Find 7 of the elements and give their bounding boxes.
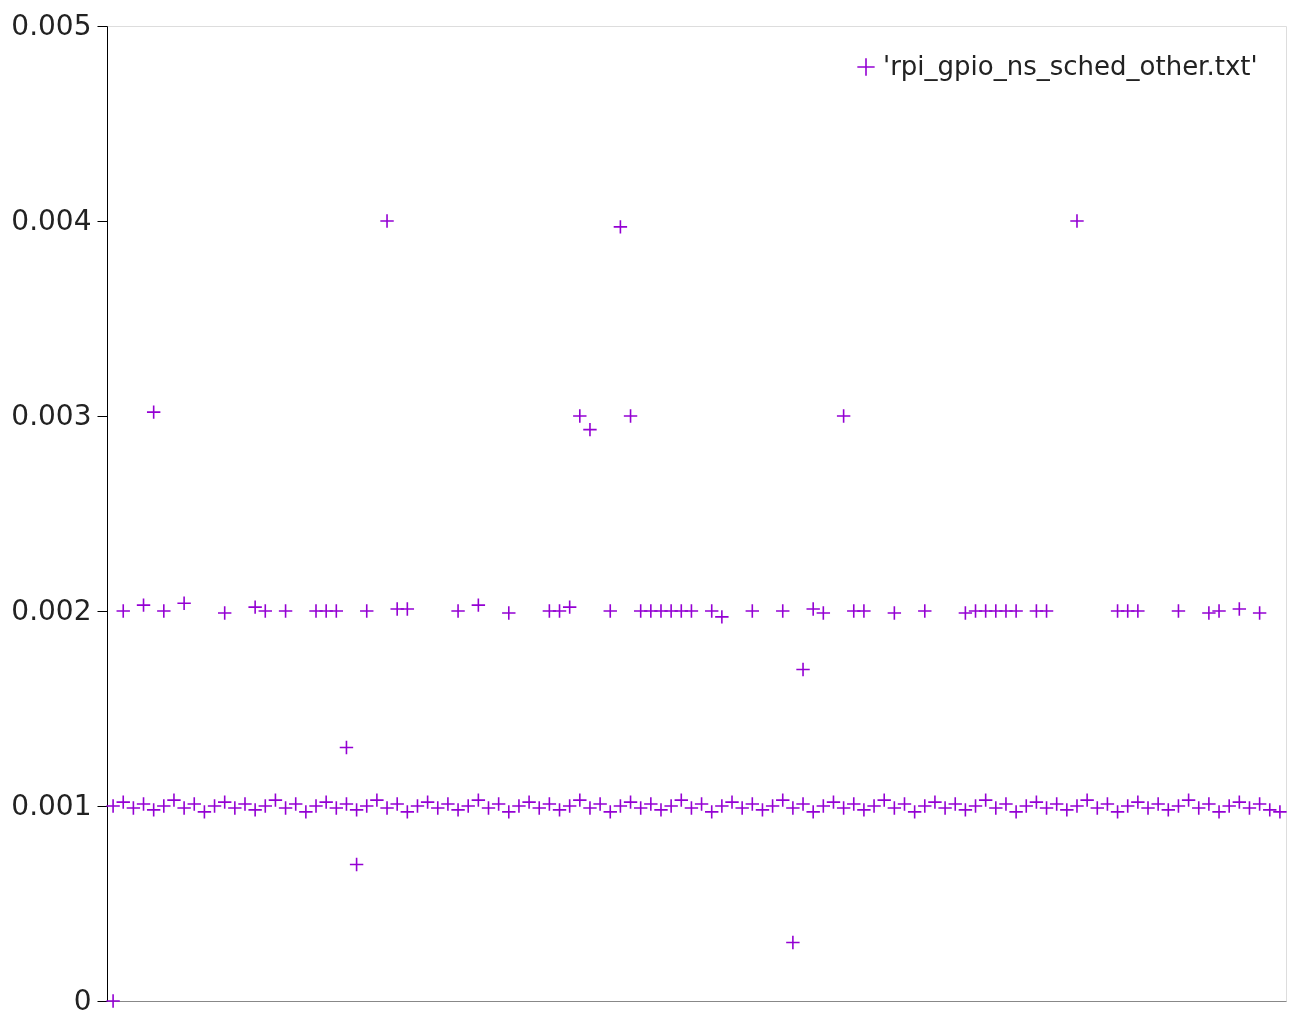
y-tick-label: 0.002 xyxy=(11,593,92,627)
y-tick-label: 0 xyxy=(73,983,92,1017)
y-tick-label: 0.004 xyxy=(11,203,92,237)
y-tick-label: 0.001 xyxy=(11,788,92,822)
y-tick-label: 0.003 xyxy=(11,398,92,432)
y-tick-label: 0.005 xyxy=(11,8,92,42)
legend-label: 'rpi_gpio_ns_sched_other.txt' xyxy=(883,51,1258,81)
